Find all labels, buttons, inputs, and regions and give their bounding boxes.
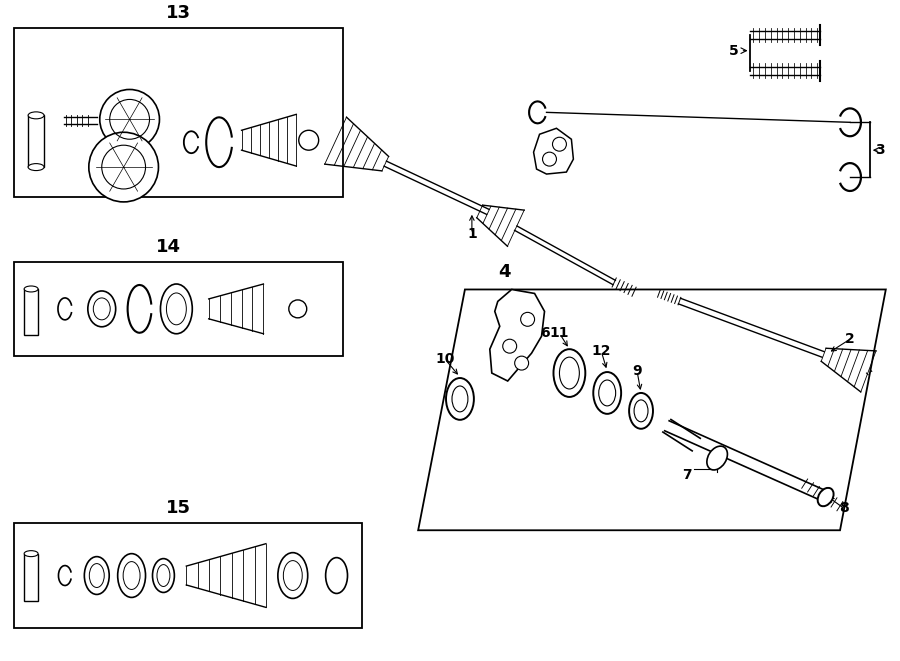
Bar [14, 262, 343, 356]
Circle shape [299, 130, 319, 150]
Bar [14, 524, 363, 628]
Circle shape [515, 356, 528, 370]
Bar [14, 28, 343, 197]
Circle shape [553, 137, 566, 151]
Ellipse shape [88, 291, 116, 327]
Ellipse shape [118, 554, 146, 598]
Text: 5: 5 [729, 44, 738, 58]
Ellipse shape [152, 559, 175, 592]
Ellipse shape [24, 551, 38, 557]
Circle shape [100, 89, 159, 149]
Text: 6: 6 [540, 327, 549, 340]
Bar [24, 289, 38, 334]
Ellipse shape [554, 349, 585, 397]
Bar [24, 554, 38, 602]
Ellipse shape [85, 557, 109, 594]
Ellipse shape [593, 372, 621, 414]
Text: 15: 15 [166, 499, 191, 518]
Text: 11: 11 [550, 327, 569, 340]
Ellipse shape [629, 393, 653, 429]
Circle shape [520, 313, 535, 327]
Ellipse shape [326, 558, 347, 594]
Polygon shape [418, 290, 886, 530]
Ellipse shape [28, 164, 44, 171]
Bar [28, 116, 44, 167]
Text: 1: 1 [467, 227, 477, 241]
Circle shape [543, 152, 556, 166]
Text: 2: 2 [845, 332, 855, 346]
Polygon shape [534, 128, 573, 174]
Text: 9: 9 [632, 364, 642, 378]
Text: 3: 3 [875, 143, 885, 157]
Ellipse shape [446, 378, 474, 420]
Text: 7: 7 [682, 467, 691, 482]
Ellipse shape [818, 488, 833, 506]
Circle shape [89, 132, 158, 202]
Ellipse shape [160, 284, 193, 334]
Ellipse shape [24, 286, 38, 292]
Circle shape [503, 339, 517, 353]
Text: 12: 12 [591, 344, 611, 358]
Text: 8: 8 [839, 502, 849, 516]
Circle shape [289, 300, 307, 318]
Text: 13: 13 [166, 4, 191, 22]
Ellipse shape [706, 446, 727, 470]
Text: 14: 14 [156, 238, 181, 256]
Text: 10: 10 [436, 352, 454, 366]
Text: 4: 4 [499, 262, 511, 280]
Polygon shape [490, 290, 544, 381]
Ellipse shape [278, 553, 308, 598]
Ellipse shape [28, 112, 44, 119]
